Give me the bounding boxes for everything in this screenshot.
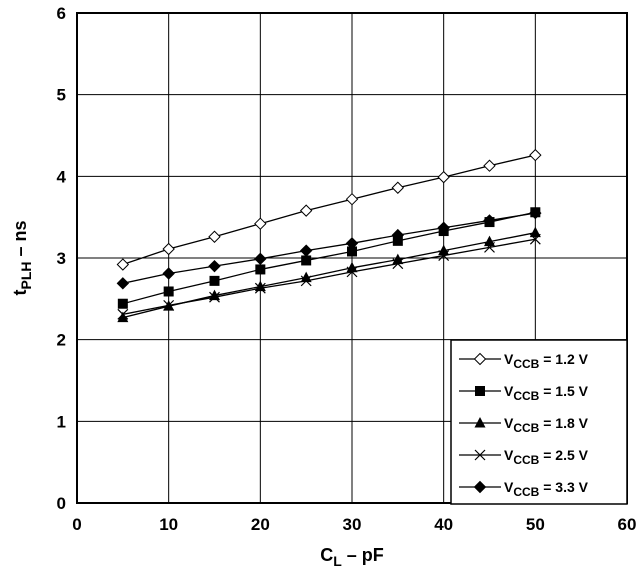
y-tick-labels: 0 1 2 3 4 5 6: [57, 4, 67, 513]
data-point: [437, 221, 450, 234]
data-point: [346, 266, 358, 278]
data-point: [117, 308, 129, 320]
series-3: [117, 226, 541, 323]
data-point: [483, 159, 496, 172]
data-point: [484, 235, 495, 247]
data-point: [209, 275, 220, 286]
data-point: [529, 206, 542, 220]
series-line: [122, 232, 536, 319]
x-tick-label: 10: [159, 515, 178, 534]
legend-entry: VCCB = 1.2 V: [459, 351, 589, 371]
x-tick-label: 20: [251, 515, 270, 534]
series-4: [117, 233, 541, 320]
legend-label: VCCB = 1.8 V: [504, 415, 589, 435]
data-point: [345, 192, 359, 206]
y-axis-label: tPLH – ns: [10, 220, 34, 295]
legend-label: VCCB = 1.2 V: [504, 351, 589, 371]
data-point: [162, 267, 175, 280]
data-point: [345, 237, 359, 250]
data-point: [529, 226, 541, 238]
y-tick-label: 5: [57, 86, 66, 105]
data-point: [347, 246, 357, 257]
series-1: [116, 148, 542, 271]
x-tick-label: 30: [343, 515, 362, 534]
data-point: [299, 244, 313, 257]
data-point: [529, 148, 542, 162]
legend-entry: VCCB = 1.8 V: [459, 415, 589, 435]
data-point: [301, 255, 312, 266]
data-point: [116, 277, 130, 290]
legend-marker: [474, 417, 486, 428]
legend-entry: VCCB = 2.5 V: [459, 447, 589, 467]
series-line: [122, 212, 536, 284]
x-tick-label: 50: [526, 515, 545, 534]
grid: [77, 13, 627, 503]
data-point: [437, 170, 450, 184]
data-point: [391, 181, 405, 194]
y-tick-label: 4: [57, 167, 67, 186]
data-point: [483, 214, 496, 227]
y-tick-label: 6: [57, 4, 66, 23]
data-point: [529, 233, 541, 245]
data-point: [392, 258, 404, 270]
data-point: [300, 271, 312, 283]
data-point: [254, 217, 267, 230]
x-tick-labels: 0 10 20 30 40 50 60: [72, 515, 636, 534]
data-point: [300, 275, 312, 287]
series-line: [122, 154, 536, 266]
y-tick-label: 1: [57, 412, 66, 431]
data-point: [254, 282, 266, 294]
series-line: [122, 211, 536, 305]
x-tick-label: 60: [618, 515, 637, 534]
x-tick-label: 0: [72, 515, 81, 534]
legend-entry: VCCB = 3.3 V: [459, 479, 589, 499]
series-group: [116, 148, 542, 323]
data-point: [117, 311, 129, 323]
data-point: [255, 264, 266, 275]
y-tick-label: 3: [57, 249, 66, 268]
data-point: [117, 298, 128, 309]
x-axis-label: CL – pF: [320, 545, 384, 569]
legend-marker: [474, 449, 486, 461]
legend: VCCB = 1.2 V VCCB = 1.5 V VCCB = 1.8 V VCCB…: [450, 339, 628, 505]
y-tick-label: 0: [57, 494, 66, 513]
series-line: [122, 238, 536, 315]
data-point: [162, 242, 175, 256]
data-point: [391, 228, 405, 242]
data-point: [299, 204, 313, 217]
data-point: [209, 291, 220, 303]
data-point: [208, 259, 221, 273]
legend-marker: [473, 480, 487, 494]
data-point: [438, 250, 450, 261]
x-tick-label: 40: [434, 515, 453, 534]
legend-entry: VCCB = 1.5 V: [459, 383, 589, 403]
data-point: [163, 299, 175, 311]
data-point: [254, 252, 267, 266]
data-point: [116, 258, 130, 271]
plot-area-frame: [76, 12, 628, 504]
legend-label: VCCB = 2.5 V: [504, 447, 589, 467]
legend-label: VCCB = 1.5 V: [504, 383, 589, 403]
legend-marker: [473, 352, 487, 366]
y-tick-label: 2: [57, 331, 66, 350]
data-point: [208, 230, 221, 243]
data-point: [163, 286, 174, 297]
legend-label: VCCB = 3.3 V: [504, 479, 589, 499]
data-point: [484, 241, 495, 253]
series-5: [116, 206, 542, 290]
legend-marker: [475, 386, 485, 396]
